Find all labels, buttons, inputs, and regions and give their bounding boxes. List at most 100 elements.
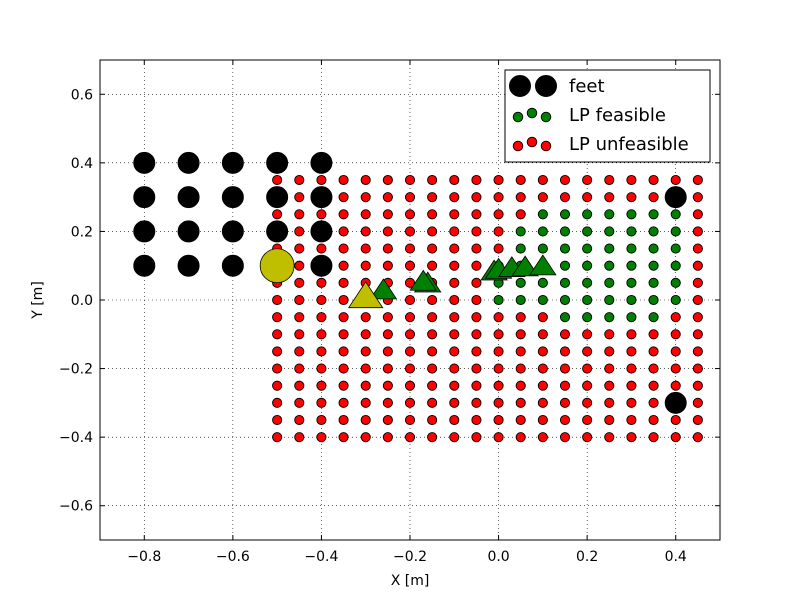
- unfeasible-point: [559, 329, 571, 340]
- unfeasible-point: [404, 363, 416, 374]
- foot-point: [310, 186, 333, 209]
- unfeasible-point: [582, 174, 593, 186]
- unfeasible-point: [360, 397, 371, 408]
- unfeasible-point: [382, 209, 393, 220]
- foot-point: [310, 151, 333, 174]
- unfeasible-point: [670, 414, 681, 426]
- x-tick-label: −0.4: [304, 549, 338, 565]
- feasible-point: [670, 294, 681, 306]
- unfeasible-point: [294, 432, 305, 443]
- foot-point: [310, 220, 333, 243]
- feasible-point: [537, 226, 548, 237]
- unfeasible-point: [648, 380, 659, 391]
- unfeasible-point: [582, 329, 593, 340]
- feasible-point: [648, 312, 659, 323]
- unfeasible-point: [427, 312, 438, 323]
- unfeasible-point: [537, 346, 548, 357]
- unfeasible-point: [604, 432, 615, 443]
- unfeasible-point: [559, 363, 571, 374]
- foot-point: [221, 186, 244, 209]
- feasible-point: [582, 277, 593, 288]
- unfeasible-point: [692, 294, 703, 306]
- unfeasible-point: [294, 277, 305, 288]
- feasible-point: [537, 209, 548, 220]
- unfeasible-point: [471, 174, 482, 186]
- unfeasible-point: [272, 174, 283, 186]
- legend-marker-feasible: [540, 111, 552, 123]
- unfeasible-point: [338, 209, 349, 220]
- unfeasible-point: [449, 243, 460, 254]
- feasible-point: [648, 226, 659, 237]
- unfeasible-point: [338, 226, 349, 237]
- unfeasible-point: [294, 397, 305, 408]
- foot-point: [177, 254, 200, 277]
- unfeasible-point: [582, 192, 593, 203]
- unfeasible-point: [493, 243, 504, 254]
- unfeasible-point: [360, 260, 371, 271]
- y-tick-label: 0.2: [71, 224, 93, 240]
- unfeasible-point: [626, 397, 637, 408]
- feasible-point: [604, 312, 615, 323]
- feasible-point: [582, 260, 593, 271]
- unfeasible-point: [404, 243, 416, 254]
- y-tick-label: −0.4: [59, 430, 93, 446]
- unfeasible-point: [648, 192, 659, 203]
- unfeasible-point: [449, 174, 460, 186]
- unfeasible-point: [449, 432, 460, 443]
- feasible-point: [626, 260, 637, 271]
- feasible-point: [670, 226, 681, 237]
- legend-marker-feasible: [526, 107, 538, 119]
- unfeasible-point: [382, 432, 393, 443]
- unfeasible-point: [692, 277, 703, 288]
- feasible-point: [648, 243, 659, 254]
- unfeasible-point: [537, 363, 548, 374]
- unfeasible-point: [338, 414, 349, 426]
- unfeasible-point: [449, 260, 460, 271]
- unfeasible-point: [316, 363, 327, 374]
- unfeasible-point: [360, 432, 371, 443]
- unfeasible-point: [449, 192, 460, 203]
- unfeasible-point: [427, 432, 438, 443]
- foot-point: [664, 186, 687, 209]
- unfeasible-point: [692, 414, 703, 426]
- unfeasible-point: [537, 432, 548, 443]
- unfeasible-point: [559, 414, 571, 426]
- unfeasible-point: [559, 192, 571, 203]
- unfeasible-point: [493, 329, 504, 340]
- unfeasible-point: [515, 192, 526, 203]
- unfeasible-point: [316, 294, 327, 306]
- unfeasible-point: [692, 312, 703, 323]
- unfeasible-point: [449, 414, 460, 426]
- unfeasible-point: [626, 174, 637, 186]
- unfeasible-point: [427, 294, 438, 306]
- feasible-point: [604, 294, 615, 306]
- feasible-point: [626, 294, 637, 306]
- unfeasible-point: [404, 346, 416, 357]
- unfeasible-point: [338, 312, 349, 323]
- unfeasible-point: [582, 397, 593, 408]
- unfeasible-point: [670, 346, 681, 357]
- feasible-point: [626, 209, 637, 220]
- unfeasible-point: [294, 363, 305, 374]
- unfeasible-point: [692, 192, 703, 203]
- foot-point: [133, 186, 156, 209]
- unfeasible-point: [427, 414, 438, 426]
- unfeasible-point: [272, 312, 283, 323]
- unfeasible-point: [316, 174, 327, 186]
- unfeasible-point: [648, 174, 659, 186]
- unfeasible-point: [294, 312, 305, 323]
- unfeasible-point: [360, 192, 371, 203]
- unfeasible-point: [338, 192, 349, 203]
- foot-point: [664, 391, 687, 414]
- y-tick-label: 0.6: [71, 87, 93, 103]
- unfeasible-point: [338, 432, 349, 443]
- unfeasible-point: [670, 363, 681, 374]
- unfeasible-point: [626, 346, 637, 357]
- unfeasible-point: [559, 174, 571, 186]
- unfeasible-point: [604, 380, 615, 391]
- unfeasible-point: [272, 329, 283, 340]
- unfeasible-point: [272, 380, 283, 391]
- legend-label: feet: [569, 76, 605, 97]
- legend-marker-unfeasible: [540, 140, 552, 152]
- foot-point: [177, 220, 200, 243]
